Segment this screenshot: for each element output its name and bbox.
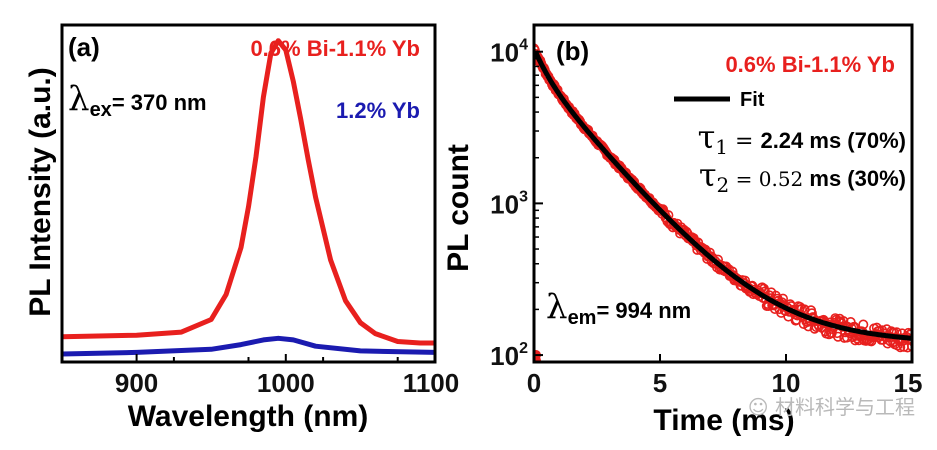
panel-b-tau1: τ1 = 2.24 ms (70%) [698,118,906,159]
panel-a-x-tick-label: 1100 [403,368,459,398]
lambda-symbol: λ [68,79,90,119]
panel-b-data-point [858,319,869,330]
emission-subscript: em [568,307,597,329]
panel-b-emission-annotation: λem= 994 nm [546,287,691,329]
panel-b-data-point [882,338,893,349]
panel-b-y-axis-title: PL count [442,144,475,272]
tau2-equals: = [729,167,758,191]
panel-a-plot-area [62,38,435,357]
tau1-value: 2.24 [760,128,804,153]
wechat-icon: ☺ [747,395,769,419]
panel-b-y-ticks: 102 103 104 [490,37,543,371]
panel-b: 0 5 10 15 102 103 104 (b) 0.6% Bi-1.1% Yb Fit… [442,23,923,437]
panel-b-x-tick-label: 5 [653,368,667,398]
panel-b-x-tick-label: 10 [772,368,801,398]
panel-a-legend-red: 0.6% Bi-1.1% Yb [250,36,420,61]
panel-b-y-tick-label: 102 [490,340,528,371]
tau2-value: 0.52 [759,167,804,191]
tau2-symbol: τ [699,156,717,194]
tau1-unit: ms (70%) [803,128,906,153]
panel-b-plot-area [534,43,912,362]
panel-b-legend-fit: Fit [740,89,765,111]
tau2-subscript: 2 [717,173,730,197]
tau1-subscript: 1 [715,135,728,159]
panel-b-data-point [777,293,788,304]
panel-b-x-tick-label: 0 [527,368,541,398]
panel-a-legend-blue: 1.2% Yb [336,98,420,123]
panel-b-y-tick-label: 103 [490,188,528,219]
panel-b-x-axis-title: Time (ms) [653,404,794,437]
panel-a-excitation-annotation: λex= 370 nm [68,79,207,121]
excitation-subscript: ex [90,99,112,121]
panel-a-x-ticks: 900 1000 1100 [115,354,459,398]
panel-a: 900 1000 1100 (a) 0.6% Bi-1.1% Yb 1.2% Yb … [24,23,459,433]
panel-b-tau2: τ2 = 0.52 ms (30%) [699,156,906,197]
panel-a-series-bi-yb [62,38,435,346]
panel-b-label: (b) [556,36,589,66]
panel-a-series-yb [62,335,435,357]
emission-value: = 994 nm [596,298,691,323]
tau1-equals: = [728,129,760,154]
excitation-value: = 370 nm [112,90,207,115]
watermark-text: 材料科学与工程 [775,395,915,419]
panel-b-x-tick-label: 15 [894,368,923,398]
panel-b-legend-data: 0.6% Bi-1.1% Yb [725,52,895,77]
panel-b-x-ticks: 0 5 10 15 [527,354,923,398]
panel-b-frame [532,23,914,364]
tau2-unit: ms (30%) [803,166,906,191]
panel-a-x-tick-label: 900 [115,368,158,398]
panel-b-fit-line [534,50,912,341]
panel-b-y-tick-label: 104 [490,37,528,68]
tau1-symbol: τ [698,118,716,156]
lambda-em-symbol: λ [546,287,568,327]
panel-b-data-point [871,322,882,333]
panel-a-label: (a) [68,32,100,62]
panel-a-x-axis-title: Wavelength (nm) [128,400,369,433]
panel-a-x-tick-label: 1000 [257,368,315,398]
watermark: ☺ 材料科学与工程 [748,391,915,420]
panel-a-y-axis-title: PL Intensity (a.u.) [24,67,57,316]
